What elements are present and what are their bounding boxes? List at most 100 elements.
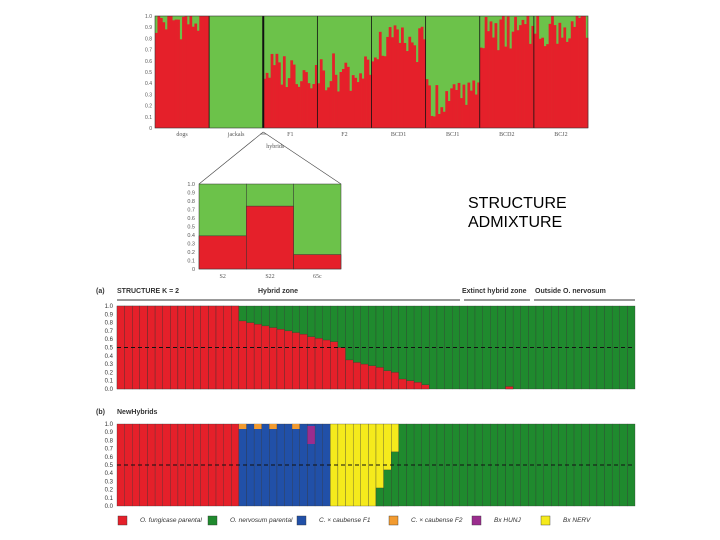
top-group-label: jackals <box>227 132 245 138</box>
top-bar-red <box>295 84 298 128</box>
top-bar-red <box>354 77 358 128</box>
panel-a-ytick-label: 0.1 <box>105 379 114 385</box>
panel-a-ytick-label: 0.4 <box>105 354 114 360</box>
top-bar-red <box>499 19 503 129</box>
top-ytick-label: 1.0 <box>145 14 152 20</box>
panel-b-ytick-label: 0.5 <box>105 463 114 469</box>
structure-label: STRUCTURE <box>468 195 567 212</box>
top-bar-red <box>450 88 453 128</box>
panel-a-bar-red <box>276 329 285 390</box>
panel-a-bar-red <box>352 362 361 390</box>
panel-a-bar-red <box>337 347 346 390</box>
top-bar-red <box>543 46 547 128</box>
panel-a-bar-red <box>314 338 323 390</box>
top-bar-red <box>386 36 390 128</box>
top-bar-red <box>568 38 572 129</box>
top-bar-red <box>437 113 441 128</box>
top-bar-red <box>201 16 205 128</box>
top-bar-red <box>179 39 183 129</box>
side-labels: STRUCTURE ADMIXTURE <box>468 194 567 232</box>
top-bar-red <box>524 24 527 129</box>
panel-a-bar-red <box>375 367 384 390</box>
top-group-label: dogs <box>176 132 188 138</box>
top-bar-red <box>282 56 286 128</box>
panel-a-ytick-label: 0.9 <box>105 312 114 318</box>
top-bar-red <box>425 79 429 128</box>
top-bar-red <box>408 36 412 128</box>
top-bar-red <box>462 84 466 128</box>
top-bar-red <box>428 85 431 128</box>
top-bar-red <box>155 32 158 128</box>
top-bar-red <box>359 73 362 128</box>
legend-label: Bx HUNJ <box>494 517 521 524</box>
panel-a-label: (a) <box>96 288 105 295</box>
top-bar-red <box>381 55 385 128</box>
top-bar-red <box>349 90 353 128</box>
panel-b-bar-green-overlay <box>383 469 392 507</box>
top-ytick-label: 0.3 <box>145 92 152 98</box>
top-bar-red <box>182 16 185 129</box>
top-bar-red <box>292 64 296 128</box>
zoom-bar-red <box>293 254 342 270</box>
panel-a-bar-red <box>391 372 400 390</box>
top-bar-red <box>177 19 180 128</box>
panel-a-ytick-label: 0.6 <box>105 337 114 343</box>
top-ytick-label: 0.7 <box>145 48 152 54</box>
top-bar-red <box>297 86 301 128</box>
top-bar-red <box>418 28 422 129</box>
top-bar-red <box>445 91 449 128</box>
panel-a-bar-red <box>284 330 293 390</box>
top-group-label: BCD1 <box>391 132 406 138</box>
top-bar-red <box>533 33 537 128</box>
top-bar-red <box>307 83 311 128</box>
top-bar-red <box>337 91 340 128</box>
top-bar-red <box>388 27 392 129</box>
top-bar-red <box>204 16 207 128</box>
top-bar-red <box>191 26 195 129</box>
top-ytick-label: 0.8 <box>145 36 152 42</box>
legend-swatch <box>471 515 482 526</box>
panel-b-ytick-label: 1.0 <box>105 422 114 428</box>
zoom-ytick-label: 0.4 <box>187 233 195 239</box>
top-bar-red <box>319 59 323 128</box>
zoom-ytick-label: 1.0 <box>187 182 195 188</box>
top-bar-red <box>494 23 498 128</box>
top-ytick-label: 0.9 <box>145 25 152 31</box>
top-bar-red <box>506 16 510 128</box>
top-bar-red <box>300 81 303 128</box>
top-bar-red <box>162 22 166 128</box>
top-bar-red <box>482 48 485 129</box>
top-bar-red <box>270 53 274 128</box>
top-bar-red <box>393 25 397 129</box>
top-bar-red <box>484 16 488 128</box>
top-bar-red <box>583 16 586 128</box>
top-bar-red <box>546 44 549 128</box>
panel-b-bar-orange-top <box>292 424 300 429</box>
legend-swatch <box>296 515 307 526</box>
top-bar-red <box>332 53 335 128</box>
legend-label: C. × caubense F2 <box>411 517 463 524</box>
panel-a-bar-red <box>505 386 514 390</box>
top-group-label: BCD2 <box>499 132 514 138</box>
zoom-ytick-label: 0.8 <box>187 199 195 205</box>
legend-label: O. fungicase parental <box>140 517 202 524</box>
top-bar-red <box>287 78 291 128</box>
top-bar-red <box>196 30 200 128</box>
panel-b-ytick-label: 0.8 <box>105 438 114 444</box>
top-bar-red <box>477 82 481 128</box>
top-bar-red <box>580 16 584 128</box>
legend-label: C. × caubense F1 <box>319 517 371 524</box>
legend-swatch <box>117 515 128 526</box>
top-bar-red <box>514 16 517 128</box>
top-bar-red <box>531 25 535 129</box>
top-bar-red <box>541 37 545 129</box>
top-bar-red <box>474 94 478 128</box>
panel-a-bar-red <box>383 370 392 390</box>
top-bar-red <box>521 19 525 129</box>
top-ytick-label: 0.1 <box>145 115 152 121</box>
panel-b-bar-purple <box>307 426 316 444</box>
hybrids-label: hybrids <box>266 144 285 150</box>
zoom-category-label: S22 <box>265 274 274 280</box>
top-bar-red <box>396 29 399 128</box>
